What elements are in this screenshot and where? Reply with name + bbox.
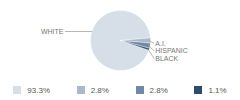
html-text:2.8%: 2.8% xyxy=(90,85,109,95)
svg-text:HISPANIC: HISPANIC xyxy=(155,47,188,54)
svg-text:A.I.: A.I. xyxy=(155,40,166,47)
html-text:93.3%: 93.3% xyxy=(27,85,50,95)
html-text:2.8%: 2.8% xyxy=(149,85,168,95)
svg-text:WHITE: WHITE xyxy=(41,28,64,35)
html-text:1.1%: 1.1% xyxy=(208,85,227,95)
svg-text:BLACK: BLACK xyxy=(155,55,178,62)
